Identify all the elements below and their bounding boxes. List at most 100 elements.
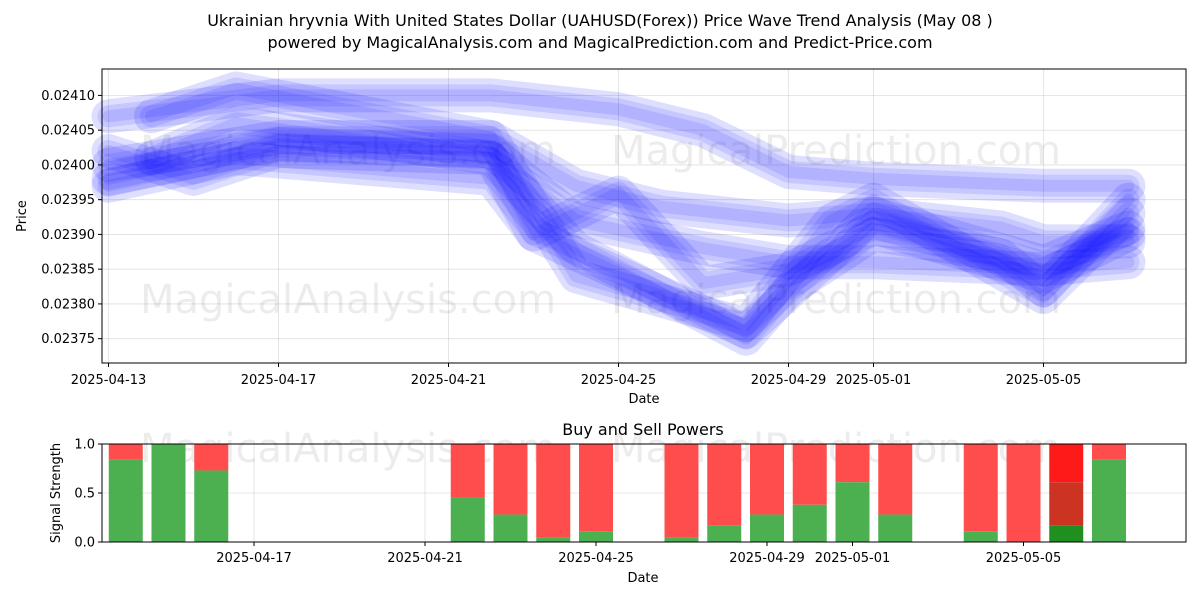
wave-band-series-6 — [91, 134, 1146, 301]
signal-y-label: Signal Strength — [49, 443, 64, 543]
watermark-4: MagicalPrediction.com — [611, 277, 1061, 323]
wave-band-series-2 — [102, 131, 1135, 248]
wave-band-series-6 — [102, 145, 1135, 290]
mixed-power-bar — [1049, 482, 1084, 526]
signal-x-tick-label: 2025-05-01 — [815, 551, 891, 566]
signal-y-tick-label: 0.0 — [74, 536, 95, 551]
buy-power-bar — [878, 514, 913, 542]
signal-chart: Buy and Sell Powers MagicalAnalysis.com … — [49, 420, 1187, 586]
wave-band-series-7 — [102, 152, 1135, 338]
signal-x-tick-label: 2025-04-17 — [216, 551, 292, 566]
signal-chart-title: Buy and Sell Powers — [562, 420, 724, 439]
price-x-tick-label: 2025-04-13 — [71, 373, 147, 388]
sell-power-bar — [792, 444, 827, 505]
wave-band-series-2 — [97, 126, 1140, 253]
price-x-tick-label: 2025-04-29 — [751, 373, 827, 388]
signal-x-tick-label: 2025-05-05 — [986, 551, 1062, 566]
signal-x-tick-label: 2025-04-29 — [729, 551, 805, 566]
price-x-tick-label: 2025-04-21 — [411, 373, 487, 388]
sell-power-bar — [835, 444, 870, 483]
buy-power-bar — [1049, 525, 1084, 542]
watermark-2: MagicalPrediction.com — [611, 128, 1061, 174]
wave-band-series-4 — [134, 106, 1146, 356]
sell-power-bar — [750, 444, 784, 515]
wave-band-series-5 — [140, 77, 1140, 336]
wave-band-series-5 — [134, 71, 1146, 342]
wave-band-series-1 — [91, 78, 1146, 203]
sell-power-bar — [108, 444, 143, 460]
price-x-tick-label: 2025-05-01 — [836, 373, 912, 388]
wave-band-series-4 — [140, 112, 1140, 350]
wave-band-series-1 — [97, 84, 1140, 197]
buy-power-bar — [151, 444, 186, 542]
sell-power-bar — [963, 444, 998, 532]
price-y-tick-label: 0.02375 — [41, 332, 95, 347]
price-x-tick-label: 2025-04-17 — [241, 373, 317, 388]
buy-power-bar — [835, 482, 870, 542]
buy-power-bar — [536, 537, 571, 542]
price-y-label: Price — [15, 200, 30, 232]
price-x-tick-label: 2025-04-25 — [581, 373, 657, 388]
buy-power-bar — [194, 470, 229, 542]
wave-band-series-2 — [91, 120, 1146, 259]
wave-band-series-3 — [97, 133, 1140, 281]
signal-plot-area — [102, 444, 1186, 542]
price-grid — [102, 69, 1186, 363]
wave-band-series-6 — [97, 140, 1140, 295]
price-plot-frame — [101, 68, 1187, 364]
signal-y-tick-label: 0.5 — [74, 487, 95, 502]
price-y-tick-label: 0.02400 — [41, 158, 95, 173]
sell-power-bar — [664, 444, 699, 538]
watermark-3: MagicalAnalysis.com — [140, 277, 556, 323]
buy-power-bar — [450, 497, 485, 542]
signal-x-tick-label: 2025-04-21 — [387, 551, 463, 566]
sell-power-bar — [450, 444, 485, 498]
sell-power-bar — [579, 444, 613, 532]
buy-power-bar — [579, 531, 613, 542]
price-y-tick-label: 0.02390 — [41, 228, 95, 243]
sell-power-bar — [194, 444, 229, 471]
price-y-tick-label: 0.02385 — [41, 263, 95, 278]
chart-title-line2: powered by MagicalAnalysis.com and Magic… — [267, 33, 932, 52]
watermark-1: MagicalAnalysis.com — [140, 128, 556, 174]
wave-bands — [91, 71, 1146, 356]
price-x-tick-label: 2025-05-05 — [1006, 373, 1082, 388]
wave-band-series-3 — [91, 127, 1146, 287]
price-y-tick-label: 0.02405 — [41, 124, 95, 139]
buy-power-bar — [1092, 459, 1126, 542]
buy-power-bar — [963, 531, 998, 542]
buy-power-bar — [108, 459, 143, 542]
buy-power-bar — [792, 504, 827, 542]
chart-title-line1: Ukrainian hryvnia With United States Dol… — [207, 11, 993, 30]
sell-power-bar — [1006, 444, 1041, 542]
signal-x-label: Date — [627, 571, 658, 586]
price-y-ticks: 0.02375 0.02380 0.02385 0.02390 0.02395 0.024… — [41, 89, 102, 347]
price-plot-area — [102, 69, 1186, 363]
wave-band-series-4 — [145, 117, 1135, 345]
wave-band-series-5 — [145, 82, 1135, 331]
buy-power-bar — [664, 537, 699, 542]
price-y-tick-label: 0.02380 — [41, 297, 95, 312]
signal-y-ticks: 0.0 0.5 1.0 — [74, 438, 102, 551]
sell-power-bar — [1049, 444, 1084, 483]
sell-power-bar — [878, 444, 913, 515]
price-x-label: Date — [628, 392, 659, 407]
buy-power-bar — [493, 514, 528, 542]
signal-x-tick-label: 2025-04-25 — [558, 551, 634, 566]
buy-power-bar — [750, 514, 784, 542]
signal-x-ticks: 2025-04-17 2025-04-21 2025-04-25 2025-04-29… — [216, 542, 1061, 566]
sell-power-bar — [536, 444, 571, 538]
signal-y-tick-label: 1.0 — [74, 438, 95, 453]
price-y-tick-label: 0.02410 — [41, 89, 95, 104]
wave-band-series-7 — [97, 147, 1140, 343]
price-chart: MagicalAnalysis.com MagicalPrediction.co… — [15, 68, 1187, 407]
signal-bars — [108, 444, 1126, 542]
wave-band-series-3 — [102, 138, 1135, 276]
price-x-ticks: 2025-04-13 2025-04-17 2025-04-21 2025-04-25… — [71, 363, 1082, 388]
buy-power-bar — [707, 525, 742, 542]
wave-band-series-1 — [102, 89, 1135, 192]
sell-power-bar — [707, 444, 742, 526]
wave-band-series-7 — [91, 141, 1146, 349]
sell-power-bar — [493, 444, 528, 515]
